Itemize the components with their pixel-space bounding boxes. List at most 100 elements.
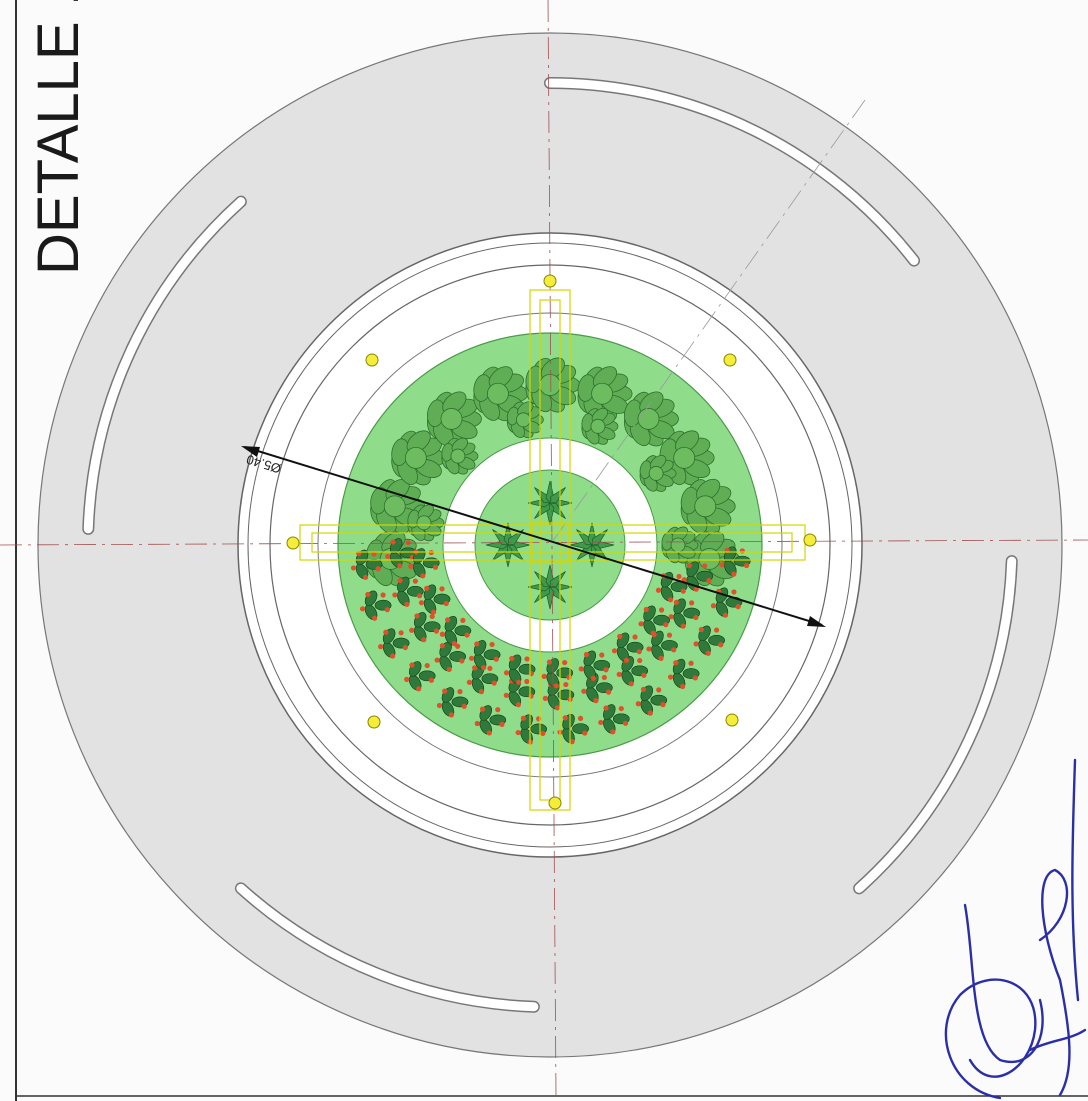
flower xyxy=(416,593,423,599)
flower xyxy=(520,715,526,721)
flower xyxy=(577,715,584,721)
flower xyxy=(713,627,720,633)
flowering-shrub xyxy=(474,705,507,736)
flower xyxy=(623,657,630,663)
leaf xyxy=(515,412,531,428)
lamp xyxy=(725,713,739,727)
flower xyxy=(668,614,674,620)
flower xyxy=(663,622,669,628)
flowering-shrub xyxy=(350,549,383,580)
signature-stroke xyxy=(944,978,1037,1100)
flower xyxy=(421,637,427,643)
flower xyxy=(601,674,607,681)
flower xyxy=(640,686,647,692)
flower xyxy=(429,613,435,620)
flowering-shrub xyxy=(710,587,743,618)
inner-planter xyxy=(474,469,626,621)
flower xyxy=(636,649,642,655)
flower xyxy=(702,563,708,569)
flower xyxy=(616,671,622,677)
flower xyxy=(605,689,612,695)
flower xyxy=(680,588,686,594)
flower xyxy=(405,540,411,546)
flower xyxy=(718,642,724,648)
flower xyxy=(632,634,638,640)
flower xyxy=(647,710,653,716)
flower xyxy=(392,592,398,598)
leaf xyxy=(648,466,664,481)
dimension-line xyxy=(244,446,823,626)
flower xyxy=(486,730,492,736)
flower xyxy=(603,705,609,711)
plants xyxy=(350,357,751,745)
flower xyxy=(430,609,437,615)
shrub xyxy=(624,391,679,447)
flower xyxy=(542,695,548,701)
lamp xyxy=(367,715,381,729)
signature-stroke xyxy=(963,903,1044,1063)
leaf xyxy=(450,448,466,464)
leaf xyxy=(416,515,432,531)
leaf xyxy=(637,408,660,430)
flower xyxy=(628,681,634,687)
flower xyxy=(468,655,475,661)
flower xyxy=(424,585,430,591)
flower xyxy=(495,707,501,713)
flower xyxy=(380,592,386,598)
flower xyxy=(598,719,604,726)
flower xyxy=(460,617,466,624)
star-leaf xyxy=(549,571,566,588)
flower xyxy=(590,675,596,681)
flowering-shrub xyxy=(378,628,410,659)
flowering-shrub xyxy=(611,632,644,663)
flower xyxy=(412,578,418,584)
flower xyxy=(472,665,478,671)
flower xyxy=(461,703,467,709)
flower xyxy=(719,562,725,568)
flower xyxy=(583,651,590,658)
flower xyxy=(610,729,616,735)
flowering-shrub xyxy=(668,598,700,629)
axis-line xyxy=(0,539,1088,546)
flower xyxy=(365,591,371,598)
flower xyxy=(459,658,465,664)
flower xyxy=(390,653,396,659)
lamps xyxy=(286,274,817,810)
flowering-shrub xyxy=(503,654,536,685)
flowering-shrub xyxy=(638,605,670,636)
flower xyxy=(582,730,588,736)
slot xyxy=(236,883,539,1012)
lamp xyxy=(803,533,817,547)
fixture-frame xyxy=(531,522,569,564)
lamp xyxy=(548,796,562,810)
flower xyxy=(698,626,704,633)
flower xyxy=(402,644,408,651)
flower xyxy=(692,675,698,681)
flowering-shrub xyxy=(418,584,451,615)
flower xyxy=(420,573,426,579)
flower xyxy=(499,721,505,727)
flower xyxy=(528,693,534,699)
flower xyxy=(638,621,644,627)
flower xyxy=(562,659,568,666)
flower xyxy=(656,687,662,693)
flower xyxy=(666,632,673,638)
flower xyxy=(541,673,547,680)
shrub xyxy=(639,454,677,492)
flower xyxy=(686,562,693,569)
flower xyxy=(553,683,559,689)
flower xyxy=(446,666,452,673)
flower xyxy=(540,730,546,737)
signature-stroke xyxy=(1038,868,1071,1097)
flower xyxy=(481,665,487,671)
slots xyxy=(82,77,1018,1013)
flowering-shrub xyxy=(434,641,466,673)
leaf xyxy=(591,382,613,405)
flowering-shrub xyxy=(635,685,668,716)
flowering-shrub xyxy=(439,616,472,647)
flower xyxy=(546,659,553,665)
leaf xyxy=(694,495,717,518)
